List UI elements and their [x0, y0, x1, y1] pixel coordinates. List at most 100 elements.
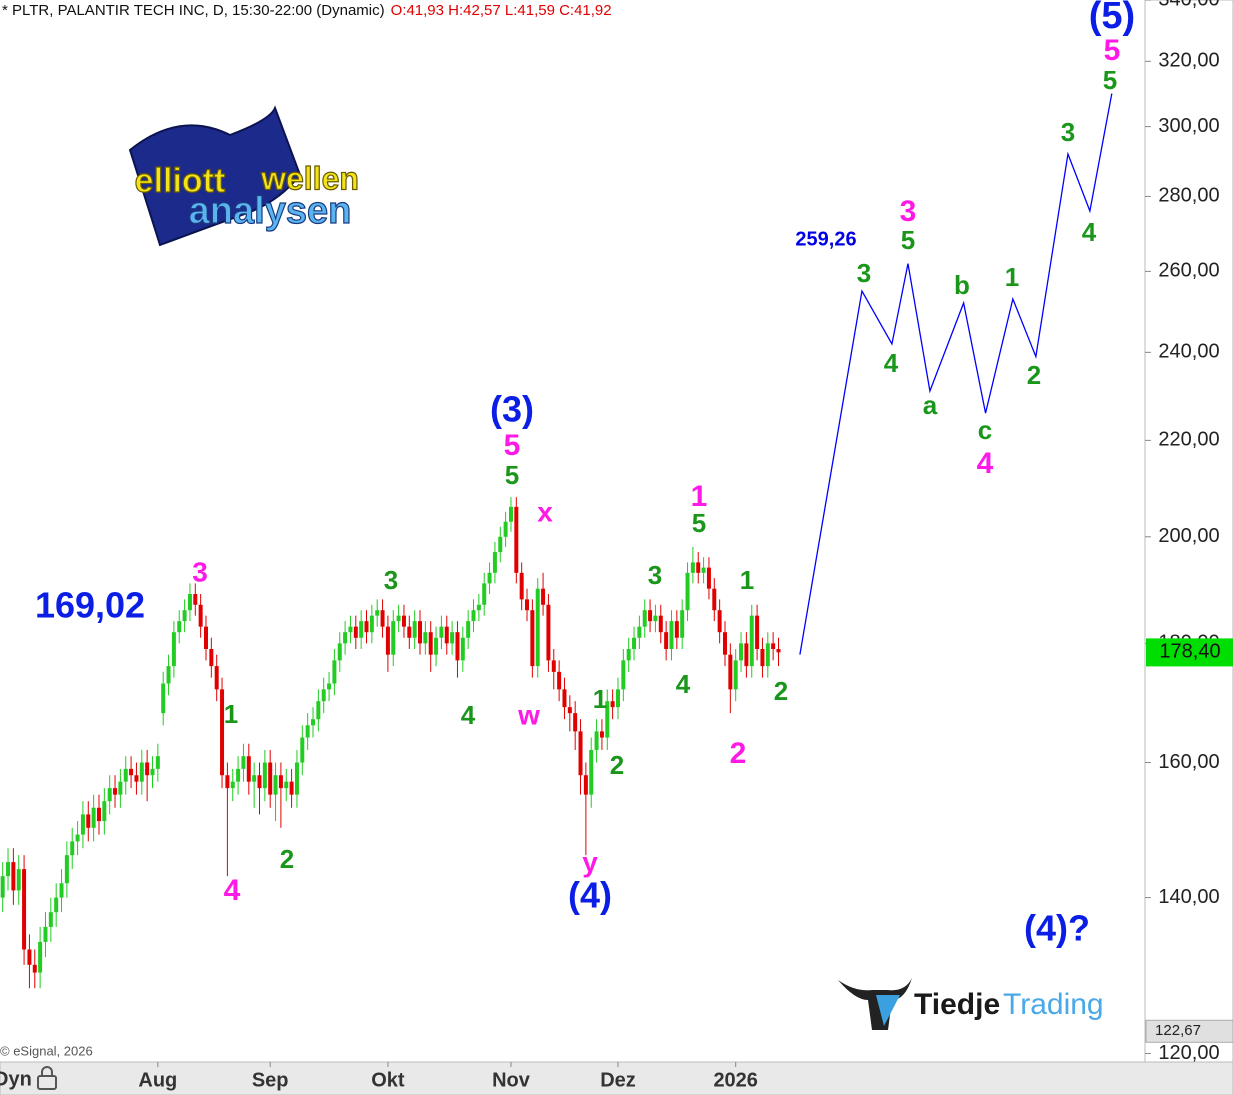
candle-body [246, 756, 251, 782]
candle-body [332, 660, 337, 684]
wave-label: 3 [857, 258, 871, 288]
wave-label: 5 [504, 429, 521, 462]
candle-body [450, 632, 455, 644]
header: * PLTR, PALANTIR TECH INC, D, 15:30-22:0… [2, 2, 612, 19]
last-price-label: 178,40 [1159, 641, 1220, 663]
candle-body [369, 615, 374, 633]
candle-body [268, 762, 273, 795]
candle-body [107, 788, 112, 802]
wave-label: 5 [692, 508, 706, 538]
candle-body [632, 637, 637, 650]
candle-body [455, 632, 460, 661]
candle-body [701, 567, 706, 573]
candle-body [594, 731, 599, 750]
candle-body [503, 521, 508, 537]
x-tick-label: Aug [138, 1069, 177, 1091]
candle-body [80, 814, 85, 835]
candle-body [396, 615, 401, 622]
wave-label: 1 [224, 699, 238, 729]
copyright: © eSignal, 2026 [0, 1043, 93, 1058]
wave-label: 3 [648, 560, 662, 590]
candle-body [583, 775, 588, 795]
candle-body [300, 737, 305, 763]
wave-label: 5 [505, 460, 519, 490]
candle-body [573, 713, 578, 732]
candle-body [562, 689, 567, 708]
mode-label: Dyn [0, 1068, 32, 1090]
logo-text: Trading [1003, 988, 1104, 1021]
candle-body [11, 862, 16, 891]
candle-body [348, 626, 353, 633]
y-tick-label: 200,00 [1158, 525, 1219, 547]
wave-label: 1 [593, 684, 607, 714]
candle-body [209, 649, 214, 667]
candle-body [498, 536, 503, 553]
candle-body [434, 637, 439, 655]
candle-body [32, 964, 37, 973]
candle-body [70, 841, 75, 856]
wave-label: 5 [1103, 65, 1117, 95]
candle-body [252, 775, 257, 782]
wave-label: w [517, 699, 540, 730]
candle-body [642, 610, 647, 627]
wave-label: 5 [1104, 34, 1121, 67]
candle-body [648, 610, 653, 622]
wave-label: 1 [740, 565, 754, 595]
candle-body [733, 660, 738, 690]
candle-body [492, 552, 497, 573]
candle-body [96, 807, 101, 822]
x-tick-label: Sep [252, 1069, 289, 1091]
candle-body [59, 883, 64, 898]
candle-body [289, 781, 294, 795]
candle-body [27, 949, 32, 965]
wave-label: 1 [691, 480, 708, 513]
candle-body [161, 683, 166, 714]
wave-label: 2 [1027, 360, 1041, 390]
price-axis [1144, 0, 1233, 1063]
candle-body [546, 604, 551, 661]
candle-body [653, 615, 658, 622]
candle-body [241, 756, 246, 769]
candle-body [755, 615, 760, 650]
candle-body [380, 610, 385, 627]
candle-body [749, 615, 754, 667]
candle-body [375, 610, 380, 616]
candle-body [444, 626, 449, 644]
candle-body [423, 632, 428, 644]
candle-body [551, 660, 556, 672]
candle-body [86, 814, 91, 828]
candle-body [262, 762, 267, 789]
header-title: * PLTR, PALANTIR TECH INC, D, 15:30-22:0… [2, 2, 385, 19]
candle-body [6, 862, 11, 877]
wave-label: (4)? [1024, 908, 1090, 949]
candle-body [765, 643, 770, 667]
candle-body [75, 834, 80, 842]
candle-body [460, 637, 465, 661]
wave-label: 4 [884, 348, 899, 378]
candle-body [22, 869, 27, 950]
candle-body [155, 756, 160, 769]
candle-body [557, 671, 562, 690]
y-tick-label: 220,00 [1158, 429, 1219, 451]
candle-body [38, 941, 43, 973]
candle-body [0, 876, 5, 898]
candle-body [225, 775, 230, 789]
candle-body [508, 506, 513, 522]
candle-body [54, 897, 59, 913]
y-tick-label: 260,00 [1158, 260, 1219, 282]
low-marker-box [1145, 1019, 1233, 1043]
wave-label: 259,26 [795, 228, 856, 250]
candle-body [113, 788, 118, 795]
candle-body [311, 719, 316, 726]
candle-body [401, 615, 406, 627]
candle-body [145, 762, 150, 776]
wave-label: 2 [280, 844, 294, 874]
candle-body [599, 731, 604, 738]
candle-body [64, 855, 69, 884]
x-tick-label: Okt [371, 1069, 405, 1091]
wave-label: 2 [730, 737, 747, 770]
candle-body [439, 626, 444, 638]
candle-body [541, 588, 546, 605]
wave-label: 3 [192, 556, 208, 587]
